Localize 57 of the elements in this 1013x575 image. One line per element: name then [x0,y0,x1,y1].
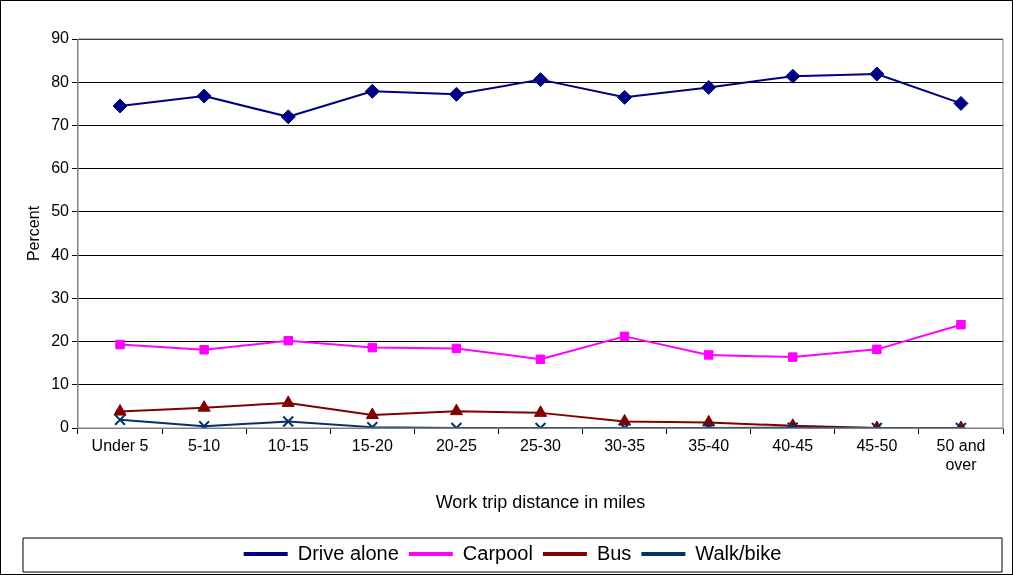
x-tick-label: 35-40 [688,437,730,455]
point [283,335,293,346]
y-tick-label: 20 [51,331,70,349]
point [535,354,546,365]
y-tick-label: 60 [51,159,70,177]
point [953,95,969,111]
legend-label: Carpool [462,541,533,564]
point [788,352,798,362]
point [701,79,717,95]
point [448,86,464,102]
point [115,339,125,350]
point [112,98,128,114]
x-axis-title: Work trip distance in miles [435,492,646,513]
point [281,395,295,407]
x-tick-label: 40-45 [772,437,814,455]
point [449,403,463,416]
point [956,319,966,330]
y-tick-label: 90 [51,29,70,47]
point [282,415,295,428]
point [869,66,885,82]
y-tick-label: 80 [51,72,70,90]
point [451,343,462,354]
point [619,331,630,342]
point [872,344,882,355]
legend-label: Drive alone [297,541,399,564]
x-tick-label: Under 5 [91,437,149,455]
point [533,405,548,417]
x-tick-label: 25-30 [520,437,562,455]
point [367,342,378,353]
y-tick-label: 50 [51,202,70,220]
y-axis-title: Percent [25,205,43,262]
point [617,89,633,105]
x-tick-label: 10-15 [267,437,309,455]
point [199,345,209,355]
point [197,400,211,412]
x-tick-label: 20-25 [435,437,477,455]
point [114,413,126,426]
x-tick-label: 5-10 [188,437,221,455]
y-tick-label: 0 [60,418,70,436]
y-tick-label: 30 [51,288,70,306]
point [703,350,714,360]
point [533,72,548,88]
x-tick-label: 50 and over [936,437,986,474]
point [113,404,127,416]
legend-label: Walk/bike [695,541,782,564]
point [280,109,296,125]
x-tick-label: 45-50 [856,437,898,455]
point [196,88,212,104]
point [365,407,379,420]
point [364,83,380,99]
y-tick-label: 70 [51,115,70,133]
legend-label: Bus [596,541,632,564]
y-tick-label: 10 [51,375,70,393]
x-tick-label: 15-20 [351,437,393,455]
point [785,68,801,84]
x-tick-label: 30-35 [604,437,646,455]
y-tick-label: 40 [51,245,70,263]
